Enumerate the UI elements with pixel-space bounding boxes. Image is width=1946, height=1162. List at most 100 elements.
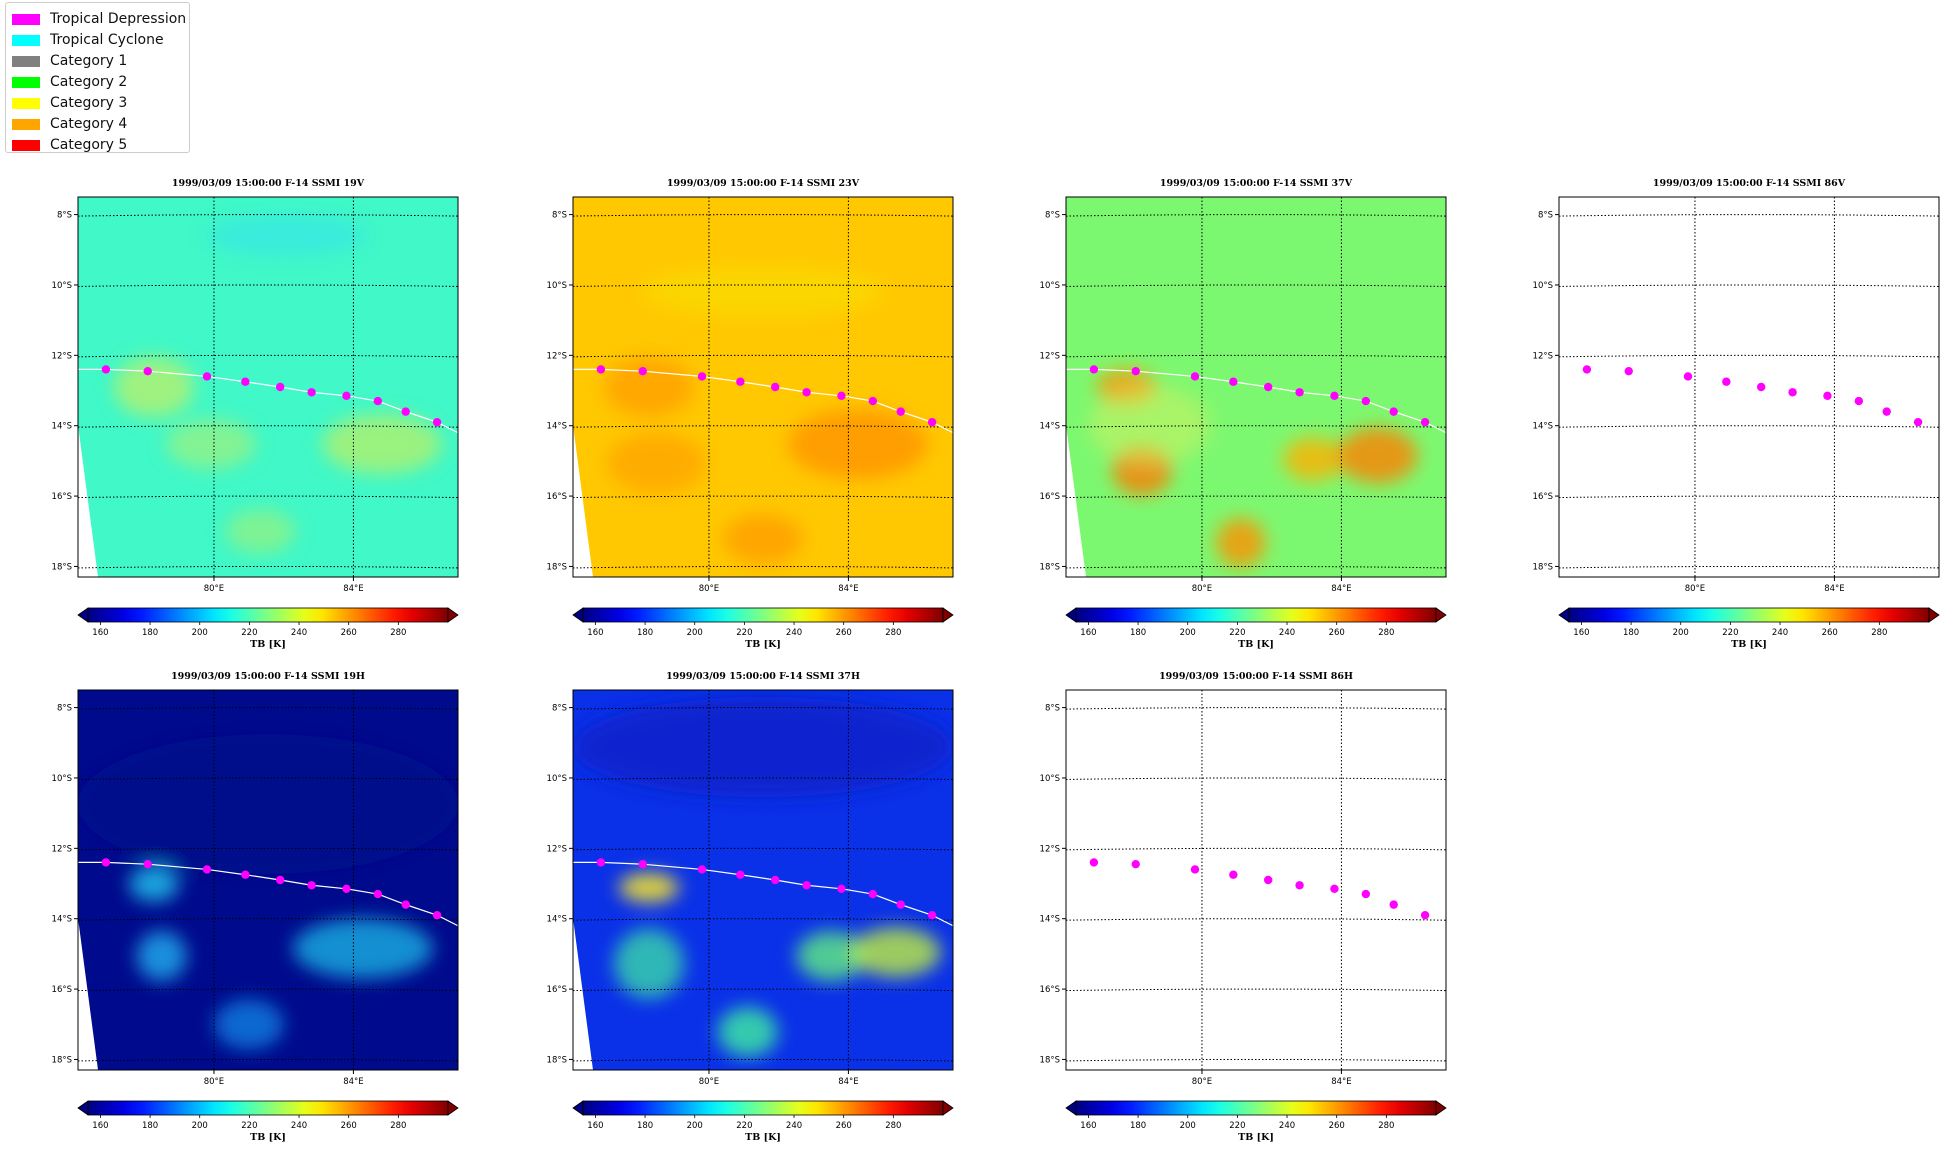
latitude-gridline <box>1065 425 1447 428</box>
track-point <box>896 900 905 909</box>
track-point <box>202 372 212 381</box>
map-frame <box>1558 196 1940 578</box>
anomaly-patch <box>573 697 953 797</box>
colorbar-tick-label: 260 <box>836 1121 852 1131</box>
legend: Tropical Depression Tropical Cyclone Cat… <box>5 2 190 153</box>
colorbar <box>77 607 459 625</box>
track-point <box>837 391 846 400</box>
colorbar-tick-label: 280 <box>1378 628 1394 638</box>
y-tick-label: 18°S <box>1040 562 1060 572</box>
swath-edge-gap <box>573 425 593 577</box>
colorbar-max-arrow <box>942 607 954 623</box>
storm-track-line <box>573 368 954 434</box>
track-point <box>697 372 707 381</box>
colorbar-tick-label: 260 <box>1329 1121 1345 1131</box>
legend-swatch <box>12 139 40 151</box>
colorbar-tick-label: 180 <box>142 628 158 638</box>
legend-swatch <box>12 97 40 109</box>
y-tick-label: 12°S <box>547 351 567 361</box>
legend-label: Tropical Depression <box>50 11 187 27</box>
track-point <box>596 365 606 374</box>
map-panel: 1999/03/09 15:00:00 F-14 SSMI 19V 8°S 10°S… <box>0 175 500 655</box>
legend-swatch <box>12 76 40 88</box>
colorbar-tick-label: 180 <box>637 628 653 638</box>
track-point <box>1361 396 1371 406</box>
track-point <box>307 881 316 890</box>
latitude-gridline <box>572 284 954 287</box>
colorbar-min-arrow <box>572 1100 584 1116</box>
legend-label: Category 4 <box>50 116 128 132</box>
y-tick-label: 12°S <box>1040 844 1060 854</box>
colorbar-label: TB [K] <box>1238 1132 1274 1143</box>
anomaly-patch <box>717 1007 778 1057</box>
track-point <box>1683 372 1693 381</box>
y-tick-label: 12°S <box>1533 351 1553 361</box>
y-tick-label: 8°S <box>1045 704 1060 714</box>
track-point <box>927 417 937 427</box>
track-point <box>927 910 937 920</box>
panel-title: 1999/03/09 15:00:00 F-14 SSMI 19V <box>171 178 365 189</box>
colorbar-tick-label: 200 <box>1673 628 1689 638</box>
latitude-gridline <box>1065 707 1447 710</box>
colorbar-label: TB [K] <box>250 1132 286 1143</box>
anomaly-patch <box>78 734 458 874</box>
map-panel: 1999/03/09 15:00:00 F-14 SSMI 23V 8°S 10°S… <box>495 175 995 655</box>
map-panel: 1999/03/09 15:00:00 F-14 SSMI 86H 8°S 10°S… <box>988 668 1488 1148</box>
colorbar-bar <box>582 607 944 623</box>
colorbar-max-arrow <box>447 607 459 623</box>
storm-track-line <box>78 861 459 927</box>
map-frame <box>77 196 459 578</box>
latitude-gridline <box>1065 354 1447 358</box>
colorbar-tick-label: 260 <box>1329 628 1345 638</box>
y-tick-label: 10°S <box>52 281 72 291</box>
latitude-gridline <box>572 495 954 499</box>
track-point <box>638 859 647 869</box>
legend-item: Tropical Cyclone <box>12 31 164 49</box>
latitude-gridline <box>572 988 954 992</box>
y-tick-label: 10°S <box>547 281 567 291</box>
track-point <box>101 858 111 867</box>
storm-track-line <box>78 368 459 434</box>
colorbar <box>1065 607 1447 625</box>
colorbar-tick-label: 180 <box>1623 628 1639 638</box>
colorbar-label: TB [K] <box>745 639 781 650</box>
map-svg: 8°S 10°S 12°S 14°S 16°S 18°S 80°E 84°E 160 180 200… <box>52 689 459 1143</box>
latitude-gridline <box>572 777 954 780</box>
y-tick-label: 12°S <box>1040 351 1060 361</box>
anomaly-patch <box>207 215 367 255</box>
data-field <box>1066 690 1446 1070</box>
latitude-gridline <box>77 918 459 921</box>
latitude-gridline <box>1065 284 1447 287</box>
track-point <box>241 377 250 386</box>
legend-item: Category 3 <box>12 94 127 112</box>
track-point <box>1264 382 1273 392</box>
y-tick-label: 14°S <box>52 422 72 432</box>
anomaly-patch <box>114 357 194 417</box>
track-point <box>697 865 707 874</box>
map-panel: 1999/03/09 15:00:00 F-14 SSMI 19H 8°S 10°S… <box>0 668 500 1148</box>
anomaly-patch <box>1215 517 1266 568</box>
track-point <box>736 377 745 386</box>
latitude-gridline <box>572 565 954 569</box>
latitude-gridline <box>572 425 954 428</box>
latitude-gridline <box>572 354 954 358</box>
legend-item: Category 4 <box>12 115 127 133</box>
track-point <box>342 391 351 400</box>
y-tick-label: 18°S <box>52 1055 72 1065</box>
colorbar-tick-label: 160 <box>1080 628 1096 638</box>
colorbar-bar <box>87 607 449 623</box>
track-point <box>241 870 250 879</box>
anomaly-patch <box>293 918 433 979</box>
track-point <box>202 865 212 874</box>
colorbar-tick-label: 220 <box>1722 628 1738 638</box>
legend-label: Category 5 <box>50 137 128 153</box>
anomaly-group <box>114 215 442 554</box>
panel-title: 1999/03/09 15:00:00 F-14 SSMI 86V <box>1652 178 1846 189</box>
track-point <box>638 366 647 376</box>
track-point <box>401 407 410 416</box>
legend-label: Tropical Cyclone <box>50 32 164 48</box>
colorbar-max-arrow <box>1435 1100 1447 1116</box>
x-tick-label: 80°E <box>204 584 224 594</box>
legend-label: Category 2 <box>50 74 128 90</box>
track-point <box>1913 417 1923 427</box>
